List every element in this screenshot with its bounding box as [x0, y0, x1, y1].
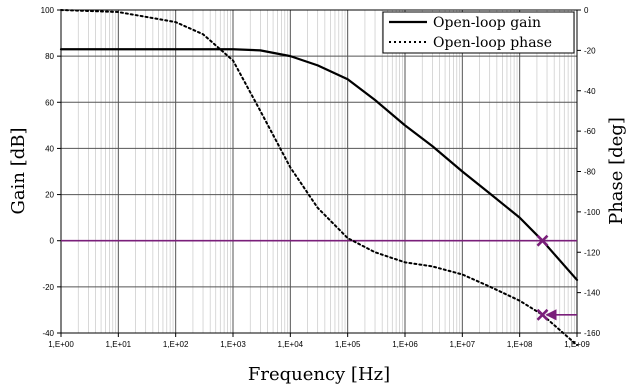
open-loop-phase-line	[60, 9, 578, 347]
y2-axis-ticks: 0 -20 -40 -60 -80 -100 -120 -140 -160	[577, 6, 601, 338]
y-tick-label: -20	[42, 283, 54, 292]
x-tick-label: 1,E+05	[335, 340, 361, 349]
y2-axis-title: Phase [deg]	[606, 117, 627, 225]
y-tick-label: 100	[41, 6, 55, 15]
y-axis-title: Gain [dB]	[8, 128, 29, 215]
y2-tick-label: -60	[584, 127, 596, 136]
x-tick-label: 1,E+01	[106, 340, 132, 349]
y2-tick-label: -120	[584, 248, 601, 257]
x-tick-label: 1,E+08	[507, 340, 533, 349]
y2-tick-label: -100	[584, 208, 601, 217]
x-axis-ticks: 1,E+00 1,E+01 1,E+02 1,E+03 1,E+04 1,E+05 1,E+…	[48, 333, 590, 349]
legend-label-phase: Open-loop phase	[433, 35, 552, 51]
phase-margin-marker	[536, 308, 549, 321]
x-tick-label: 1,E+02	[163, 340, 189, 349]
y2-tick-label: -140	[584, 289, 601, 298]
legend-label-gain: Open-loop gain	[433, 15, 541, 31]
legend: Open-loop gain Open-loop phase	[382, 11, 575, 54]
y2-tick-label: -160	[584, 329, 601, 338]
grid	[60, 9, 578, 334]
x-tick-label: 1,E+07	[450, 340, 476, 349]
y-axis-ticks: 100 80 60 40 20 0 -20 -40	[41, 6, 61, 338]
y-tick-label: 60	[45, 98, 54, 107]
y-tick-label: 40	[45, 144, 54, 153]
y-tick-label: 20	[45, 191, 54, 200]
y-tick-label: 0	[50, 237, 55, 246]
y2-tick-label: -40	[584, 87, 596, 96]
x-tick-label: 1,E+04	[278, 340, 304, 349]
crossover-marker	[536, 234, 549, 247]
y2-tick-label: -80	[584, 168, 596, 177]
y-tick-label: 80	[45, 52, 54, 61]
y-tick-label: -40	[42, 329, 54, 338]
crossover-marker-stroke	[536, 234, 549, 247]
y2-tick-label: -20	[584, 46, 596, 55]
annotation-layer	[536, 234, 577, 321]
series-layer	[59, 9, 579, 347]
open-loop-gain-line	[59, 48, 579, 282]
plot-frame	[60, 9, 578, 334]
x-tick-label: 1,E+00	[48, 340, 74, 349]
legend-box	[382, 11, 575, 54]
y2-tick-label: 0	[584, 6, 589, 15]
x-tick-label: 1,E+03	[220, 340, 246, 349]
x-axis-title: Frequency [Hz]	[248, 364, 390, 385]
x-tick-label: 1,E+06	[392, 340, 418, 349]
